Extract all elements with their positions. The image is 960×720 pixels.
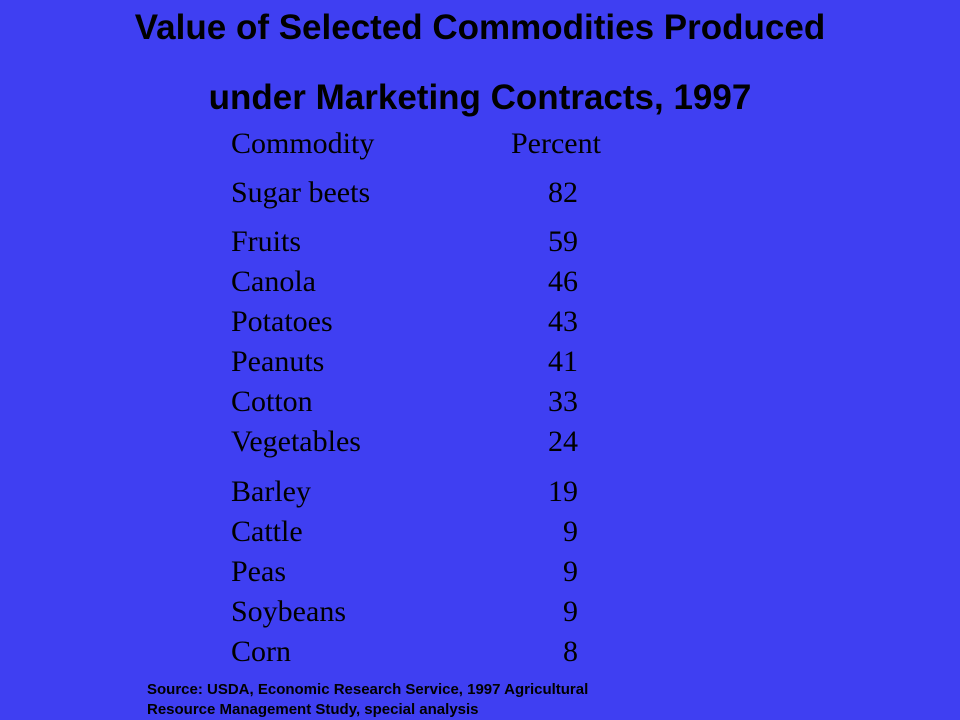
row-percent: 59 xyxy=(548,225,578,258)
header-commodity: Commodity xyxy=(231,127,375,160)
source-note-line-2: Resource Management Study, special analy… xyxy=(147,701,479,718)
row-percent: 46 xyxy=(548,265,578,298)
row-percent: 8 xyxy=(563,635,578,668)
row-percent: 9 xyxy=(563,595,578,628)
row-percent: 41 xyxy=(548,345,578,378)
row-commodity: Corn xyxy=(231,635,291,668)
page-title-line-2: under Marketing Contracts, 1997 xyxy=(208,78,752,117)
row-percent: 9 xyxy=(563,515,578,548)
source-note-line-1: Source: USDA, Economic Research Service,… xyxy=(147,681,589,698)
row-commodity: Cotton xyxy=(231,385,313,418)
row-commodity: Potatoes xyxy=(231,305,333,338)
row-commodity: Vegetables xyxy=(231,425,361,458)
row-percent: 24 xyxy=(548,425,578,458)
header-percent: Percent xyxy=(511,127,601,160)
source-note: Source: USDA, Economic Research Service,… xyxy=(147,680,588,720)
row-percent: 9 xyxy=(563,555,578,588)
row-percent: 43 xyxy=(548,305,578,338)
row-percent: 33 xyxy=(548,385,578,418)
row-commodity: Soybeans xyxy=(231,595,346,628)
row-commodity: Peas xyxy=(231,555,286,588)
row-percent: 82 xyxy=(548,176,578,209)
page-title-line-1: Value of Selected Commodities Produced xyxy=(134,8,826,47)
row-percent: 19 xyxy=(548,475,578,508)
row-commodity: Sugar beets xyxy=(231,176,371,209)
row-commodity: Fruits xyxy=(231,225,302,258)
row-commodity: Canola xyxy=(231,265,316,298)
row-commodity: Barley xyxy=(231,475,311,508)
row-commodity: Cattle xyxy=(231,515,303,548)
row-commodity: Peanuts xyxy=(231,345,325,378)
